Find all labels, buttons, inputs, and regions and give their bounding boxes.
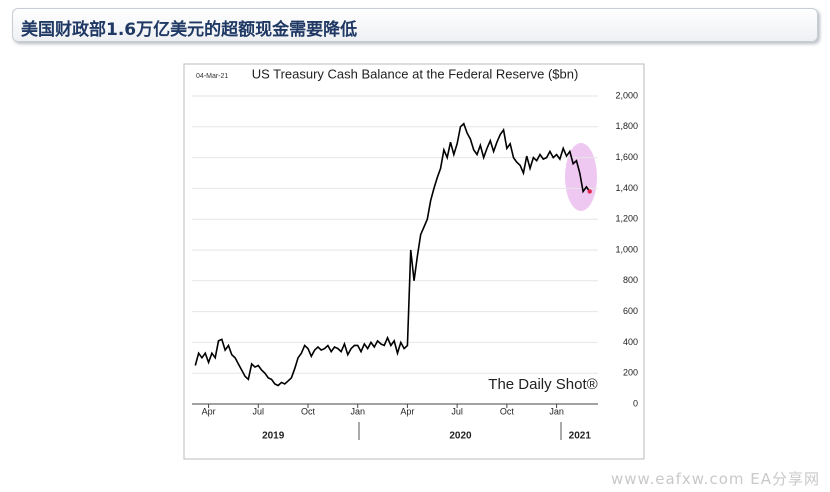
y-tick-label: 400 [623, 337, 638, 347]
y-tick-label: 800 [623, 275, 638, 285]
y-tick-label: 200 [623, 368, 638, 378]
chart-title: US Treasury Cash Balance at the Federal … [252, 66, 579, 81]
year-label: 2021 [569, 431, 592, 442]
line-series [194, 122, 591, 387]
source-logo: The Daily Shot® [488, 376, 597, 393]
header-bar: 美国财政部1.6万亿美元的超额现金需要降低 [12, 8, 818, 42]
x-tick-label: Jul [253, 406, 265, 416]
y-tick-label: 600 [623, 306, 638, 316]
y-tick-label: 1,800 [615, 121, 638, 131]
y-tick-label: 1,200 [615, 214, 638, 224]
x-tick-label: Oct [301, 406, 316, 416]
y-tick-label: 1,400 [615, 183, 638, 193]
x-tick-label: Jan [549, 406, 564, 416]
x-tick-label: Apr [202, 406, 216, 416]
y-tick-label: 1,600 [615, 152, 638, 162]
watermark: www.eafxw.com EA分享网 [611, 470, 820, 488]
chart-frame [183, 63, 645, 460]
chart-date: 04-Mar-21 [196, 73, 228, 80]
year-label: 2019 [262, 431, 285, 442]
y-tick-label: 0 [633, 398, 638, 408]
x-tick-label: Oct [500, 406, 515, 416]
x-tick-label: Jan [350, 406, 365, 416]
slide-title: 美国财政部1.6万亿美元的超额现金需要降低 [21, 20, 358, 40]
year-label: 2020 [449, 431, 472, 442]
end-marker [587, 189, 592, 194]
x-tick-label: Apr [400, 406, 414, 416]
x-tick-label: Jul [451, 406, 463, 416]
y-tick-label: 2,000 [615, 90, 638, 100]
y-tick-label: 1,000 [615, 244, 638, 254]
